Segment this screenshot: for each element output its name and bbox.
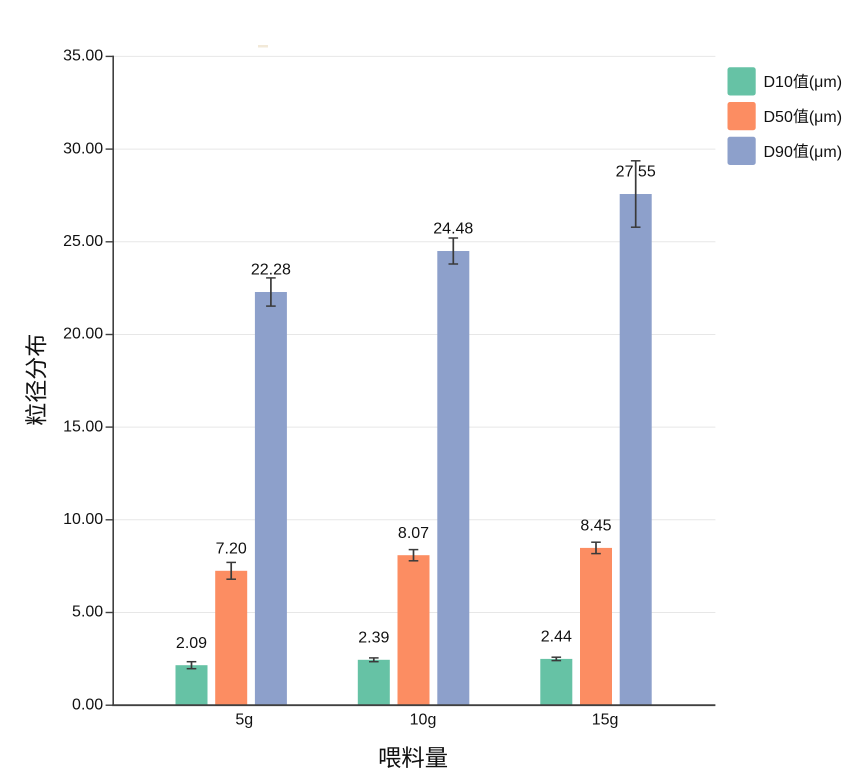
svg-text:2.39: 2.39: [358, 630, 389, 647]
svg-text:25.00: 25.00: [63, 233, 103, 250]
svg-text:15.00: 15.00: [63, 418, 103, 435]
svg-text:5g: 5g: [235, 712, 253, 729]
svg-text:15g: 15g: [592, 712, 619, 729]
svg-text:D90: D90: [764, 144, 793, 161]
svg-text:8.45: 8.45: [580, 518, 611, 535]
svg-text:2.09: 2.09: [176, 635, 207, 652]
svg-text:30.00: 30.00: [63, 140, 103, 157]
svg-text:24.48: 24.48: [433, 221, 473, 238]
svg-text:0.00: 0.00: [72, 696, 103, 713]
svg-text:8.07: 8.07: [398, 525, 429, 542]
svg-text:(μm): (μm): [809, 144, 842, 161]
svg-text:D50: D50: [764, 109, 793, 126]
svg-text:10g: 10g: [410, 712, 437, 729]
svg-text:10.00: 10.00: [63, 511, 103, 528]
svg-text:7.20: 7.20: [216, 541, 247, 558]
svg-text:(μm): (μm): [809, 74, 842, 91]
svg-text:20.00: 20.00: [63, 326, 103, 343]
svg-text:2.44: 2.44: [541, 629, 572, 646]
svg-text:D10: D10: [764, 74, 793, 91]
svg-text:35.00: 35.00: [63, 48, 103, 65]
svg-text:22.28: 22.28: [251, 262, 291, 279]
svg-text:(μm): (μm): [809, 109, 842, 126]
svg-text:5.00: 5.00: [72, 604, 103, 621]
